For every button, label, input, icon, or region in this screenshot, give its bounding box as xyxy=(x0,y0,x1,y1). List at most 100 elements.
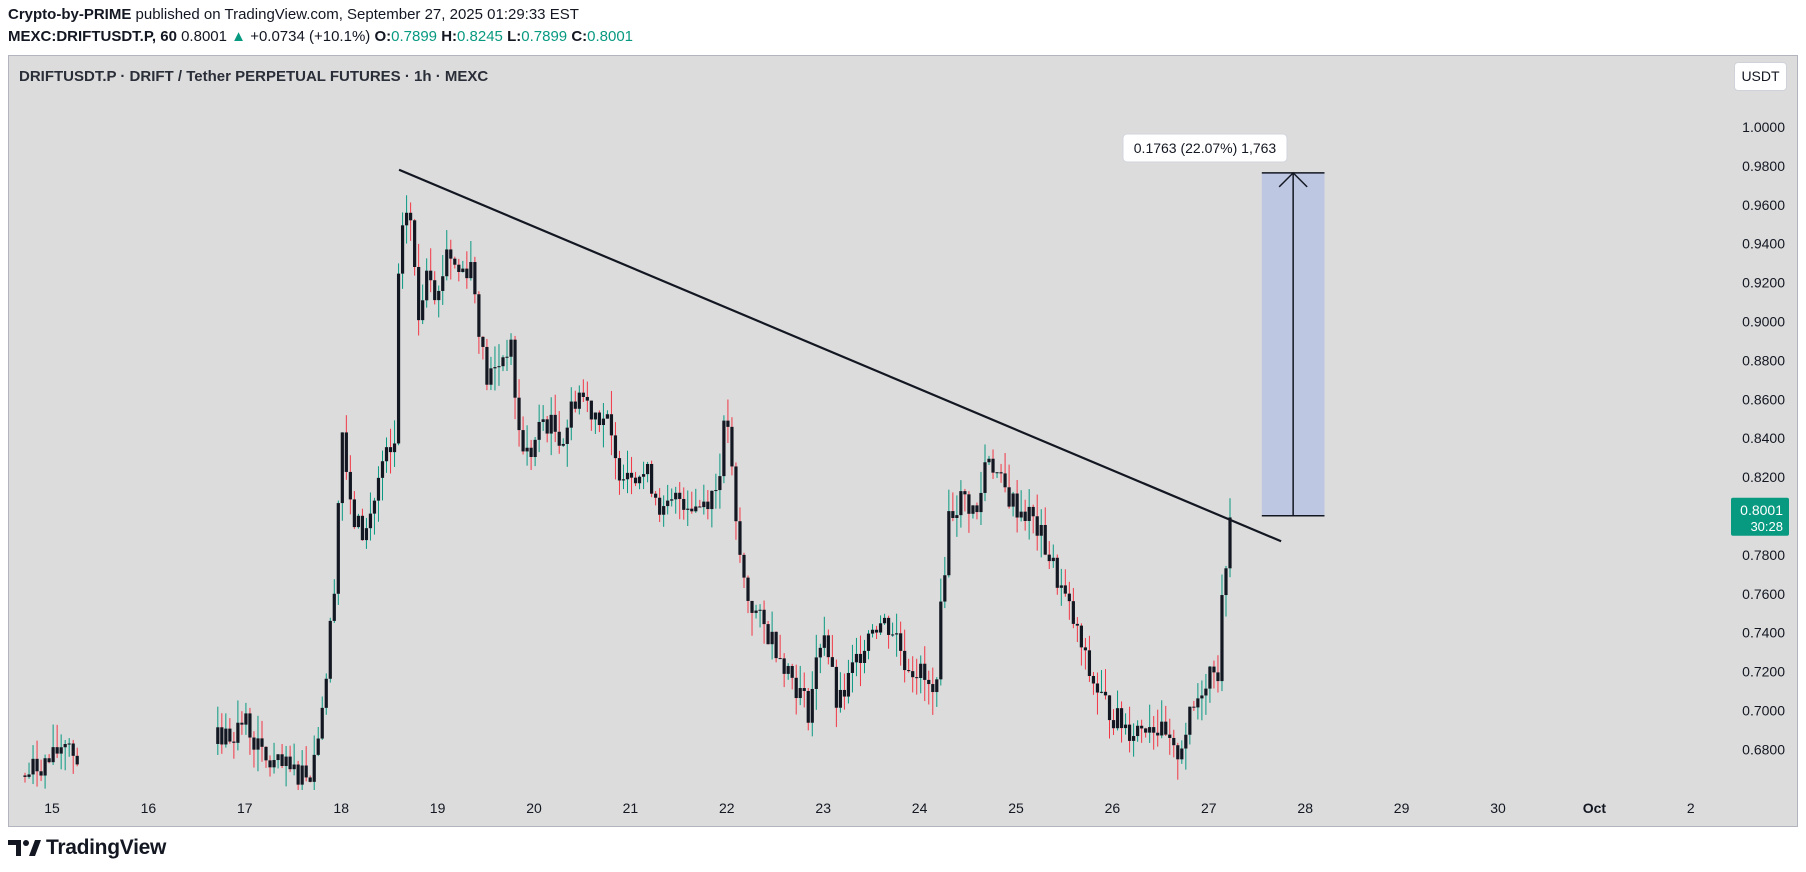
candle-body-217 xyxy=(1031,506,1035,517)
high-value: 0.8245 xyxy=(457,28,503,45)
candle-body-224 xyxy=(1059,585,1063,588)
candle-body-213 xyxy=(1015,493,1019,518)
candle-body-83 xyxy=(493,367,497,369)
candle-body-29 xyxy=(276,754,280,761)
candle-body-3 xyxy=(35,758,39,772)
candle-body-242 xyxy=(1132,736,1136,741)
tradingview-brand: TradingView xyxy=(46,836,167,859)
candle-body-92 xyxy=(529,447,533,457)
candle-body-142 xyxy=(730,426,734,467)
candle-body-203 xyxy=(975,505,979,513)
candle-body-233 xyxy=(1095,683,1100,693)
candle-body-96 xyxy=(545,419,549,434)
x-tick-label-5: 20 xyxy=(526,800,542,816)
candle-body-208 xyxy=(995,472,999,474)
candle-body-225 xyxy=(1063,585,1067,594)
tradingview-logo[interactable]: TradingView xyxy=(8,836,166,860)
last-price: 0.8001 xyxy=(181,28,227,45)
candle-body-73 xyxy=(453,258,457,265)
candle-body-54 xyxy=(376,477,381,501)
candle-body-75 xyxy=(461,268,465,272)
candle-body-230 xyxy=(1083,647,1088,651)
candle-body-191 xyxy=(927,679,931,685)
candle-body-179 xyxy=(878,623,883,633)
candle-body-44 xyxy=(336,503,340,594)
candle-body-221 xyxy=(1047,554,1051,562)
candle-body-91 xyxy=(525,447,529,452)
candle-body-172 xyxy=(850,662,855,673)
candle-body-216 xyxy=(1027,506,1031,521)
candle-body-63 xyxy=(413,220,417,267)
candle-body-266 xyxy=(1228,517,1232,569)
candle-body-168 xyxy=(834,666,838,708)
candle-body-32 xyxy=(288,756,292,770)
candle-body-14 xyxy=(216,727,220,744)
candle-body-162 xyxy=(810,688,814,723)
candle-body-194 xyxy=(939,601,943,680)
candle-body-135 xyxy=(702,501,706,508)
candle-body-236 xyxy=(1107,695,1112,721)
candle-body-214 xyxy=(1019,511,1023,518)
candle-body-255 xyxy=(1184,734,1188,749)
candle-body-98 xyxy=(553,414,557,432)
candle-body-258 xyxy=(1196,698,1200,708)
candle-body-53 xyxy=(372,500,377,514)
candle-body-248 xyxy=(1156,732,1160,736)
y-tick-label-14: 0.7000 xyxy=(1742,703,1785,719)
candle-body-102 xyxy=(569,401,573,428)
candle-body-134 xyxy=(698,506,702,508)
candle-body-1 xyxy=(27,774,31,777)
candle-body-56 xyxy=(384,447,389,462)
x-tick-label-7: 22 xyxy=(719,800,735,816)
candle-body-151 xyxy=(766,624,770,645)
candle-body-105 xyxy=(581,392,585,397)
candle-body-23 xyxy=(252,737,256,750)
candle-body-21 xyxy=(244,713,248,725)
candle-body-143 xyxy=(734,466,738,522)
candle-body-48 xyxy=(352,499,356,528)
candle-body-30 xyxy=(280,754,284,766)
candle-body-237 xyxy=(1111,720,1116,729)
y-tick-label-13: 0.7200 xyxy=(1742,664,1785,680)
candle-body-119 xyxy=(637,476,642,484)
candle-body-85 xyxy=(501,357,505,367)
candle-body-20 xyxy=(240,722,244,725)
candle-body-6 xyxy=(47,758,51,763)
candle-body-49 xyxy=(356,515,360,528)
candle-body-112 xyxy=(609,414,614,436)
y-tick-label-9: 0.8200 xyxy=(1742,469,1785,485)
candle-body-235 xyxy=(1103,691,1108,696)
last-price-badge xyxy=(1731,497,1789,536)
candle-body-101 xyxy=(565,427,569,444)
candle-body-149 xyxy=(758,609,762,611)
candle-body-178 xyxy=(874,629,879,633)
candle-body-205 xyxy=(983,462,987,493)
candle-body-144 xyxy=(738,521,742,555)
candle-body-229 xyxy=(1079,625,1083,648)
last-price-badge-price: 0.8001 xyxy=(1740,502,1783,518)
high-label: H: xyxy=(441,28,458,45)
author-name[interactable]: Crypto-by-PRIME xyxy=(8,6,132,23)
currency-button[interactable]: USDT xyxy=(1734,62,1787,91)
candle-body-231 xyxy=(1087,650,1092,676)
pane-title: DRIFTUSDT.P · DRIFT / Tether PERPETUAL F… xyxy=(19,68,489,85)
symbol-label: MEXC:DRIFTUSDT.P, 60 xyxy=(8,28,177,45)
candle-body-241 xyxy=(1127,724,1132,741)
x-tick-label-4: 19 xyxy=(430,800,446,816)
candle-body-187 xyxy=(911,671,915,678)
chart-frame[interactable] xyxy=(8,55,1798,827)
x-tick-label-11: 26 xyxy=(1105,800,1121,816)
x-tick-label-13: 28 xyxy=(1297,800,1313,816)
candle-body-41 xyxy=(324,678,328,708)
x-tick-label-16: Oct xyxy=(1583,800,1607,816)
candle-body-181 xyxy=(886,617,891,635)
candle-body-262 xyxy=(1212,666,1216,673)
y-tick-label-0: 1.0000 xyxy=(1742,119,1785,135)
candle-body-51 xyxy=(364,528,369,541)
change-arrow-icon: ▲ xyxy=(231,28,247,45)
candle-body-37 xyxy=(308,777,312,782)
last-price-badge-countdown: 30:28 xyxy=(1750,519,1783,534)
y-tick-label-8: 0.8400 xyxy=(1742,430,1785,446)
candle-body-55 xyxy=(380,461,385,478)
